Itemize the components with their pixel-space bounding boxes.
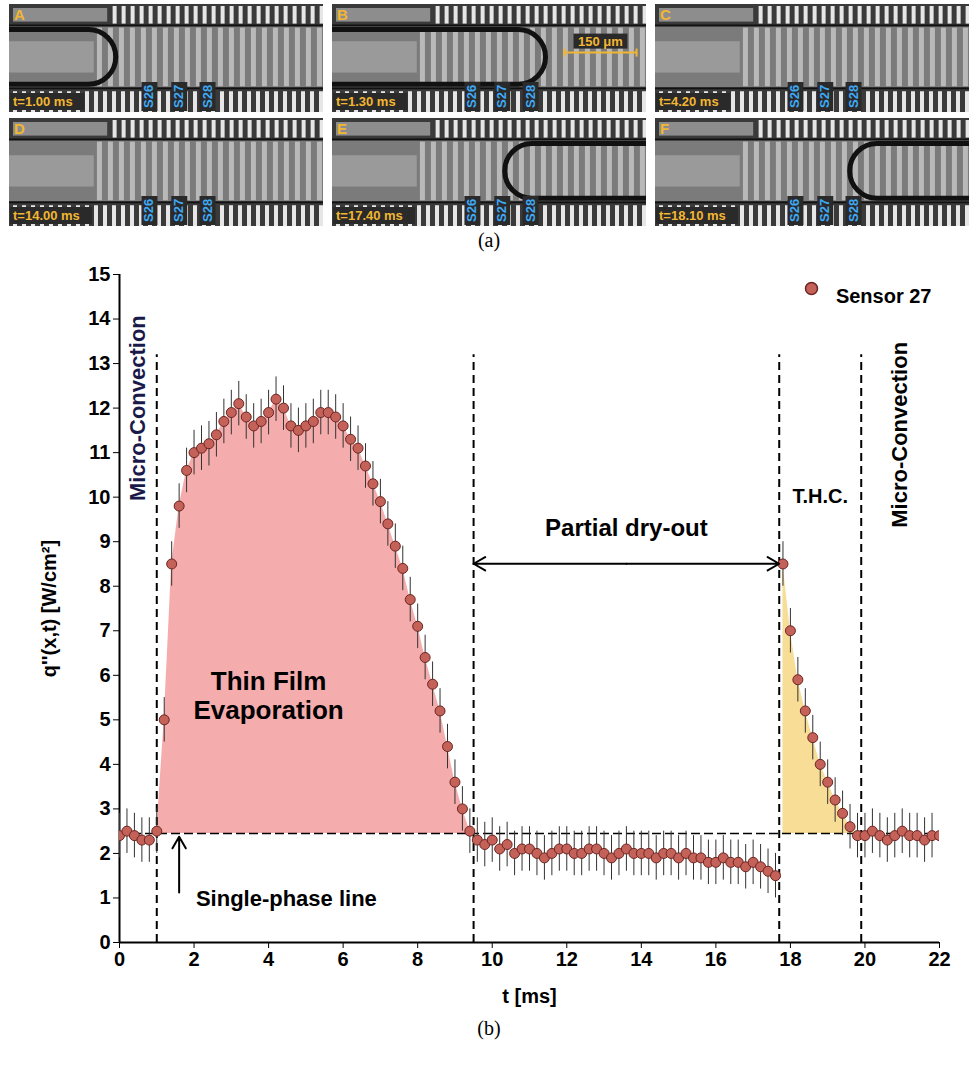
svg-text:150 μm: 150 μm xyxy=(578,34,623,49)
svg-text:3: 3 xyxy=(99,797,110,819)
svg-text:12: 12 xyxy=(556,948,578,970)
svg-text:S28: S28 xyxy=(846,85,861,108)
svg-text:S28: S28 xyxy=(200,85,215,108)
svg-text:10: 10 xyxy=(481,948,503,970)
svg-text:S27: S27 xyxy=(817,199,832,222)
svg-text:T.H.C.: T.H.C. xyxy=(792,485,848,507)
svg-text:6: 6 xyxy=(99,664,110,686)
svg-text:t=17.40 ms: t=17.40 ms xyxy=(336,208,403,223)
svg-text:S26: S26 xyxy=(464,85,479,108)
html-text:(a): (a) xyxy=(477,229,501,251)
svg-text:22: 22 xyxy=(928,948,950,970)
svg-text:t=14.00 ms: t=14.00 ms xyxy=(13,208,80,223)
svg-text:9: 9 xyxy=(99,530,110,552)
html-text:(b): (b) xyxy=(477,1017,501,1039)
svg-text:Single-phase line: Single-phase line xyxy=(196,886,377,911)
svg-text:S27: S27 xyxy=(494,199,509,222)
svg-text:S26: S26 xyxy=(141,85,156,108)
svg-text:t [ms]: t [ms] xyxy=(502,985,556,1007)
svg-text:12: 12 xyxy=(88,397,110,419)
svg-text:S26: S26 xyxy=(787,85,802,108)
svg-text:S26: S26 xyxy=(787,199,802,222)
svg-text:11: 11 xyxy=(89,441,110,463)
svg-text:5: 5 xyxy=(99,708,110,730)
svg-text:F: F xyxy=(660,120,669,137)
svg-text:Micro-Convection: Micro-Convection xyxy=(887,342,912,528)
svg-text:15: 15 xyxy=(88,263,110,285)
svg-text:S26: S26 xyxy=(141,199,156,222)
svg-text:4: 4 xyxy=(263,948,275,970)
svg-text:B: B xyxy=(337,6,348,23)
svg-text:S27: S27 xyxy=(171,199,186,222)
svg-text:t=18.10 ms: t=18.10 ms xyxy=(659,208,726,223)
svg-text:0: 0 xyxy=(99,931,110,953)
svg-text:14: 14 xyxy=(88,307,111,329)
svg-text:C: C xyxy=(660,6,671,23)
svg-text:A: A xyxy=(14,6,25,23)
svg-text:S27: S27 xyxy=(171,85,186,108)
svg-text:S26: S26 xyxy=(464,199,479,222)
svg-text:S28: S28 xyxy=(523,199,538,222)
svg-text:Sensor 27: Sensor 27 xyxy=(836,285,932,307)
svg-text:4: 4 xyxy=(99,753,111,775)
svg-text:S28: S28 xyxy=(200,199,215,222)
svg-text:S27: S27 xyxy=(494,85,509,108)
svg-text:t=1.00 ms: t=1.00 ms xyxy=(13,94,73,109)
svg-text:Partial dry-out: Partial dry-out xyxy=(545,514,708,541)
svg-text:18: 18 xyxy=(779,948,801,970)
svg-text:t=4.20 ms: t=4.20 ms xyxy=(659,94,719,109)
svg-text:S28: S28 xyxy=(523,85,538,108)
svg-text:14: 14 xyxy=(630,948,653,970)
svg-text:Micro-Convection: Micro-Convection xyxy=(125,315,150,501)
svg-text:16: 16 xyxy=(705,948,727,970)
svg-text:t=1.30 ms: t=1.30 ms xyxy=(336,94,396,109)
svg-text:8: 8 xyxy=(99,575,110,597)
svg-text:S27: S27 xyxy=(817,85,832,108)
svg-text:13: 13 xyxy=(88,352,110,374)
svg-text:2: 2 xyxy=(188,948,199,970)
svg-text:8: 8 xyxy=(412,948,423,970)
svg-text:D: D xyxy=(14,120,25,137)
svg-text:1: 1 xyxy=(99,886,110,908)
svg-text:10: 10 xyxy=(88,486,110,508)
svg-text:0: 0 xyxy=(114,948,125,970)
svg-text:20: 20 xyxy=(854,948,876,970)
svg-text:2: 2 xyxy=(99,842,110,864)
svg-text:Thin FilmEvaporation: Thin FilmEvaporation xyxy=(193,666,343,725)
svg-text:7: 7 xyxy=(99,619,110,641)
svg-text:6: 6 xyxy=(338,948,349,970)
svg-text:S28: S28 xyxy=(846,199,861,222)
svg-text:q''(x,t) [W/cm²]: q''(x,t) [W/cm²] xyxy=(38,540,60,677)
svg-text:E: E xyxy=(337,120,347,137)
